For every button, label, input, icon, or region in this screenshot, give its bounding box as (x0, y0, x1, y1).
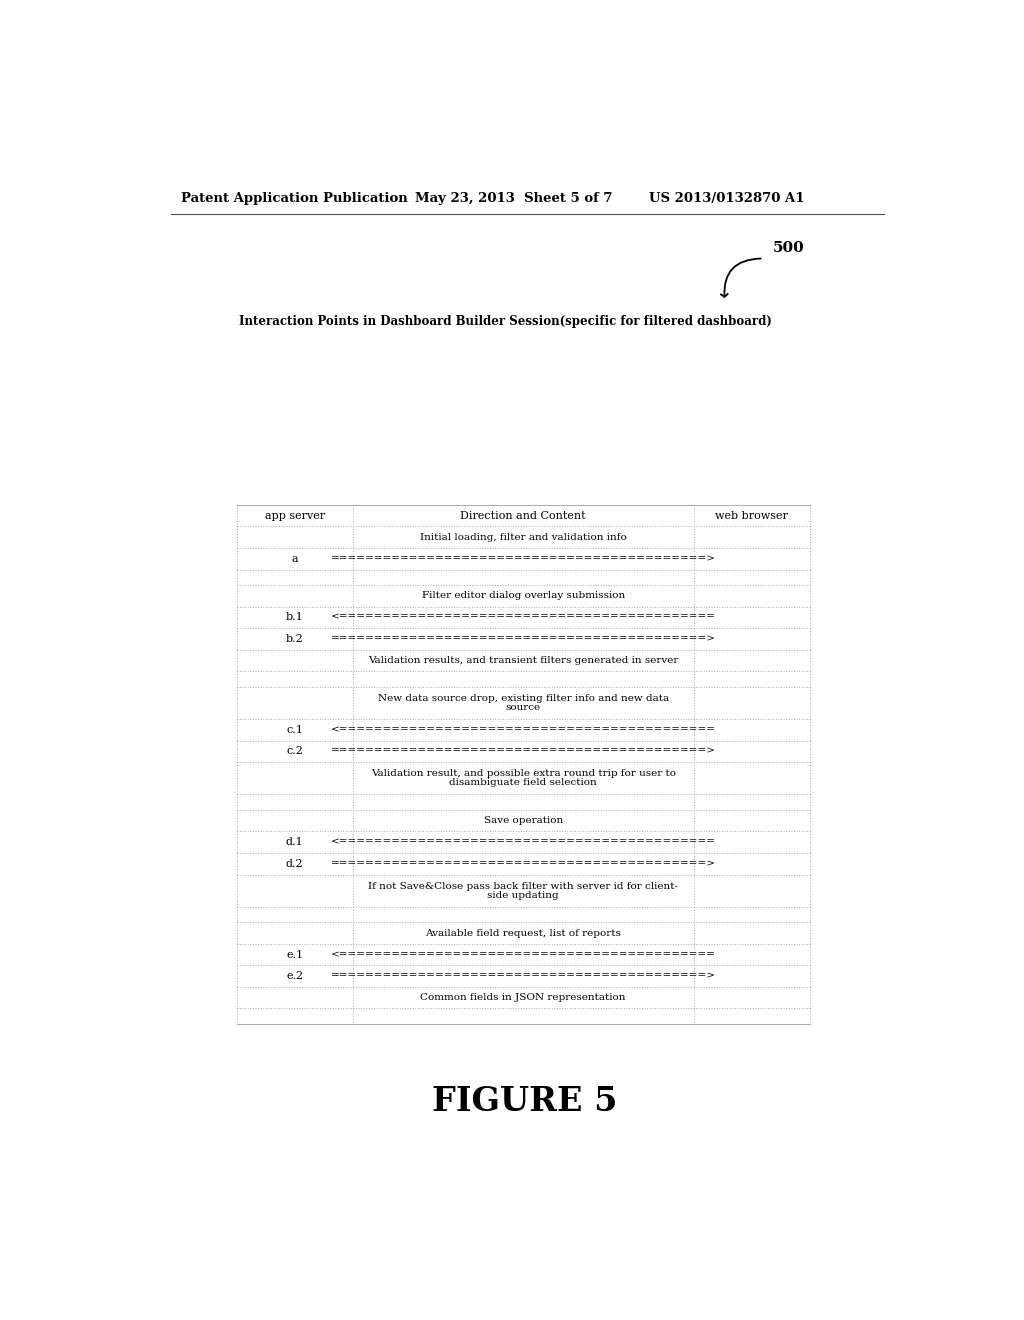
Text: ===========================================>: ========================================… (331, 747, 716, 756)
Text: ===========================================>: ========================================… (331, 554, 716, 564)
Text: Interaction Points in Dashboard Builder Session(specific for filtered dashboard): Interaction Points in Dashboard Builder … (239, 315, 772, 329)
Text: New data source drop, existing filter info and new data: New data source drop, existing filter in… (378, 694, 669, 702)
Text: ===========================================>: ========================================… (331, 972, 716, 981)
Text: FIGURE 5: FIGURE 5 (432, 1085, 617, 1118)
Text: disambiguate field selection: disambiguate field selection (450, 779, 597, 787)
Text: Direction and Content: Direction and Content (461, 511, 586, 520)
Text: ===========================================>: ========================================… (331, 635, 716, 643)
Text: d.1: d.1 (286, 837, 303, 847)
Text: side updating: side updating (487, 891, 559, 900)
Text: web browser: web browser (716, 511, 788, 520)
Text: Validation result, and possible extra round trip for user to: Validation result, and possible extra ro… (371, 770, 676, 777)
Text: c.2: c.2 (286, 746, 303, 756)
Text: b.1: b.1 (286, 612, 303, 622)
Text: <===========================================: <=======================================… (331, 612, 716, 622)
Text: Available field request, list of reports: Available field request, list of reports (425, 928, 622, 937)
Text: Common fields in JSON representation: Common fields in JSON representation (421, 993, 626, 1002)
Text: Patent Application Publication: Patent Application Publication (180, 191, 408, 205)
Text: e.2: e.2 (286, 972, 303, 981)
Text: d.2: d.2 (286, 859, 303, 869)
Text: b.2: b.2 (286, 634, 303, 644)
Text: c.1: c.1 (286, 725, 303, 735)
Text: app server: app server (264, 511, 325, 520)
Text: Save operation: Save operation (483, 816, 563, 825)
Text: <===========================================: <=======================================… (331, 950, 716, 960)
Text: <===========================================: <=======================================… (331, 838, 716, 846)
Text: a: a (291, 554, 298, 564)
Text: e.1: e.1 (286, 949, 303, 960)
Text: Validation results, and transient filters generated in server: Validation results, and transient filter… (368, 656, 679, 665)
Text: If not Save&Close pass back filter with server id for client-: If not Save&Close pass back filter with … (369, 882, 678, 891)
Text: Initial loading, filter and validation info: Initial loading, filter and validation i… (420, 533, 627, 541)
Text: source: source (506, 704, 541, 711)
Text: <===========================================: <=======================================… (331, 725, 716, 734)
Text: US 2013/0132870 A1: US 2013/0132870 A1 (649, 191, 804, 205)
Text: 500: 500 (773, 242, 805, 256)
Text: ===========================================>: ========================================… (331, 859, 716, 869)
Text: Filter editor dialog overlay submission: Filter editor dialog overlay submission (422, 591, 625, 601)
Text: May 23, 2013  Sheet 5 of 7: May 23, 2013 Sheet 5 of 7 (415, 191, 612, 205)
